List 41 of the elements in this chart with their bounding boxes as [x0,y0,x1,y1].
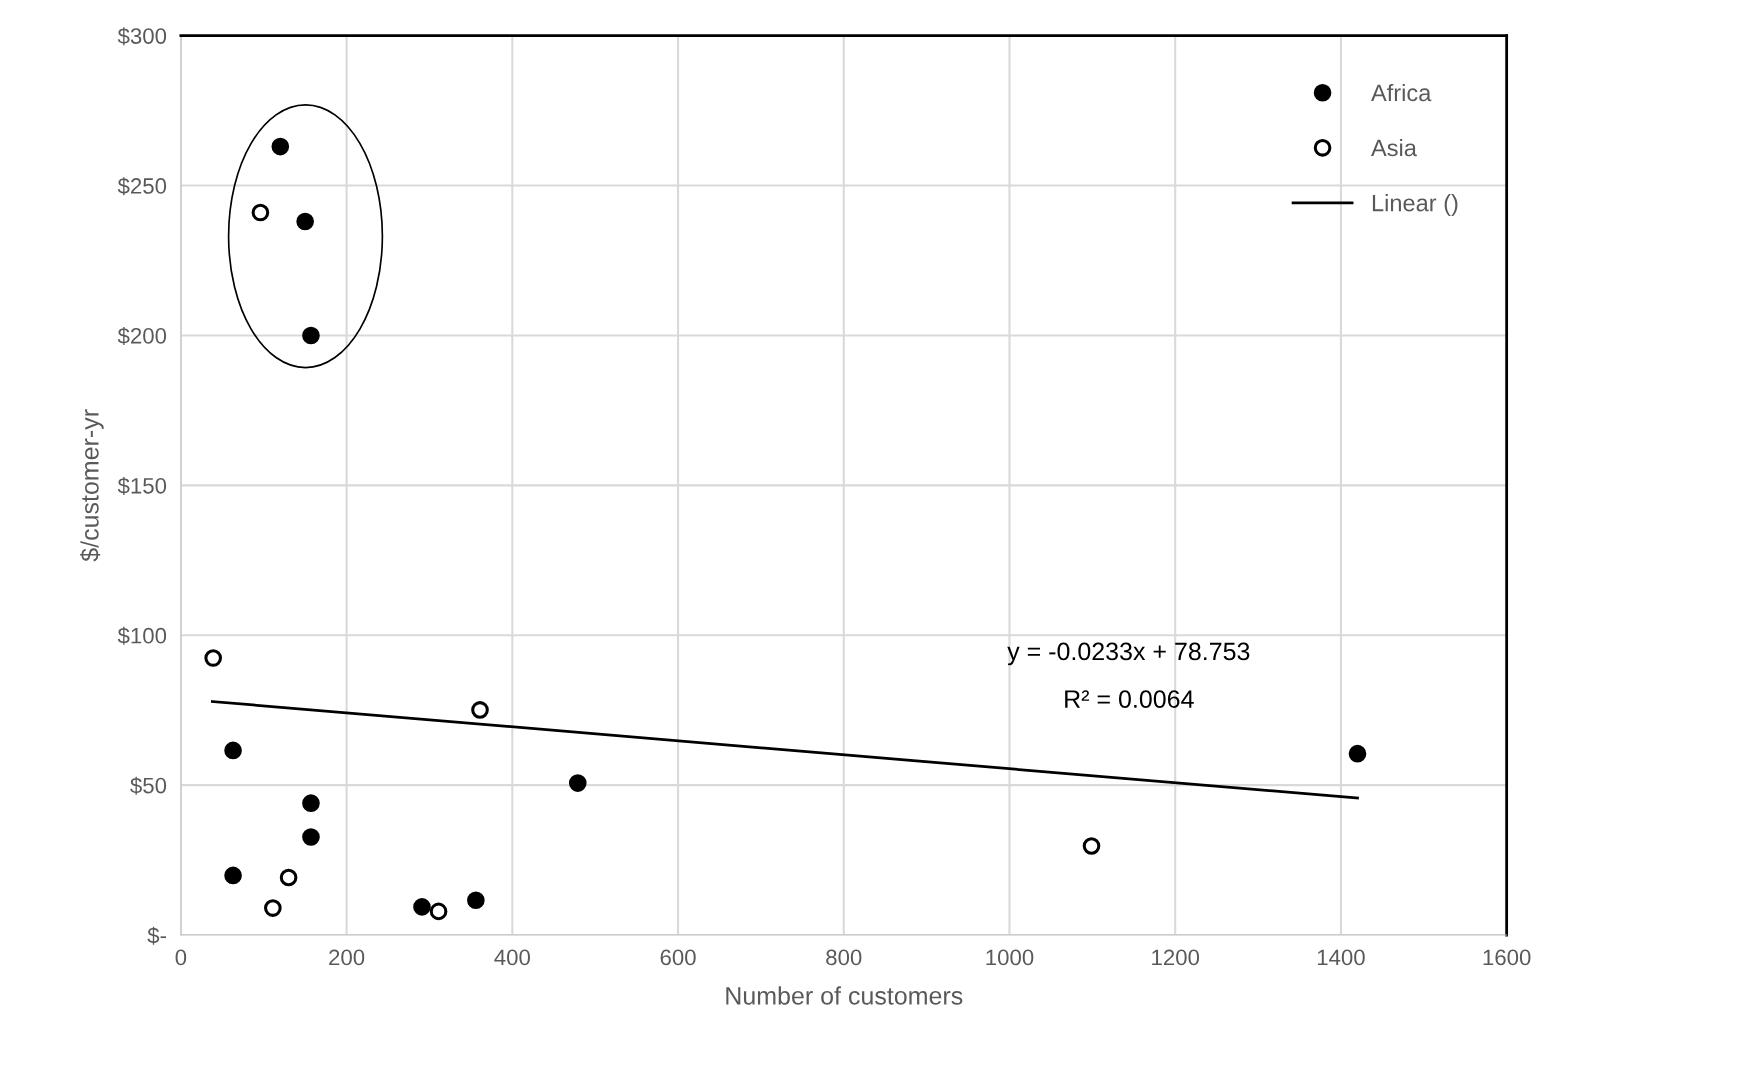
point [279,868,298,887]
legend-label: Africa [1371,83,1432,102]
point [302,828,320,846]
point [204,649,223,667]
y-tick-label: $250 [117,177,167,196]
legend-label: Linear () [1372,194,1458,217]
point [413,898,431,916]
x-tick-label: 1200 [1152,949,1200,966]
point [429,902,448,921]
y-tick-label: $100 [117,626,167,645]
x-tick-label: 1400 [1317,949,1365,966]
point [1348,744,1367,763]
x-tick-label: 600 [660,949,696,966]
x-tick-label: 1600 [1483,949,1531,966]
point [264,899,282,917]
y-tick-label: $300 [117,27,167,46]
point [302,326,320,345]
x-tick-label: 800 [826,949,862,966]
point [471,701,489,719]
y-tick-label: $- [147,926,166,945]
x-axis-title: Number of customers [726,986,963,1005]
x-tick-label: 200 [329,949,365,966]
point [224,741,242,760]
annotation: y = -0.0233x + 78.753 [1007,642,1250,666]
point [467,891,485,910]
y-tick-label: $50 [130,776,167,795]
y-axis-title: $/customer-yr [79,409,104,562]
y-tick-label: $200 [117,327,167,346]
point [251,203,270,222]
annotation: R² = 0.0064 [1065,690,1194,708]
y-tick-label: $150 [117,476,167,495]
point [224,866,242,885]
legend-label: Asia [1371,138,1417,157]
point [568,774,587,792]
x-tick-label: 1000 [986,949,1034,966]
point [271,137,290,156]
point [1082,837,1101,855]
x-tick-label: 400 [494,949,530,966]
x-tick-label: 0 [175,949,187,966]
point [302,794,320,812]
point [296,212,314,231]
